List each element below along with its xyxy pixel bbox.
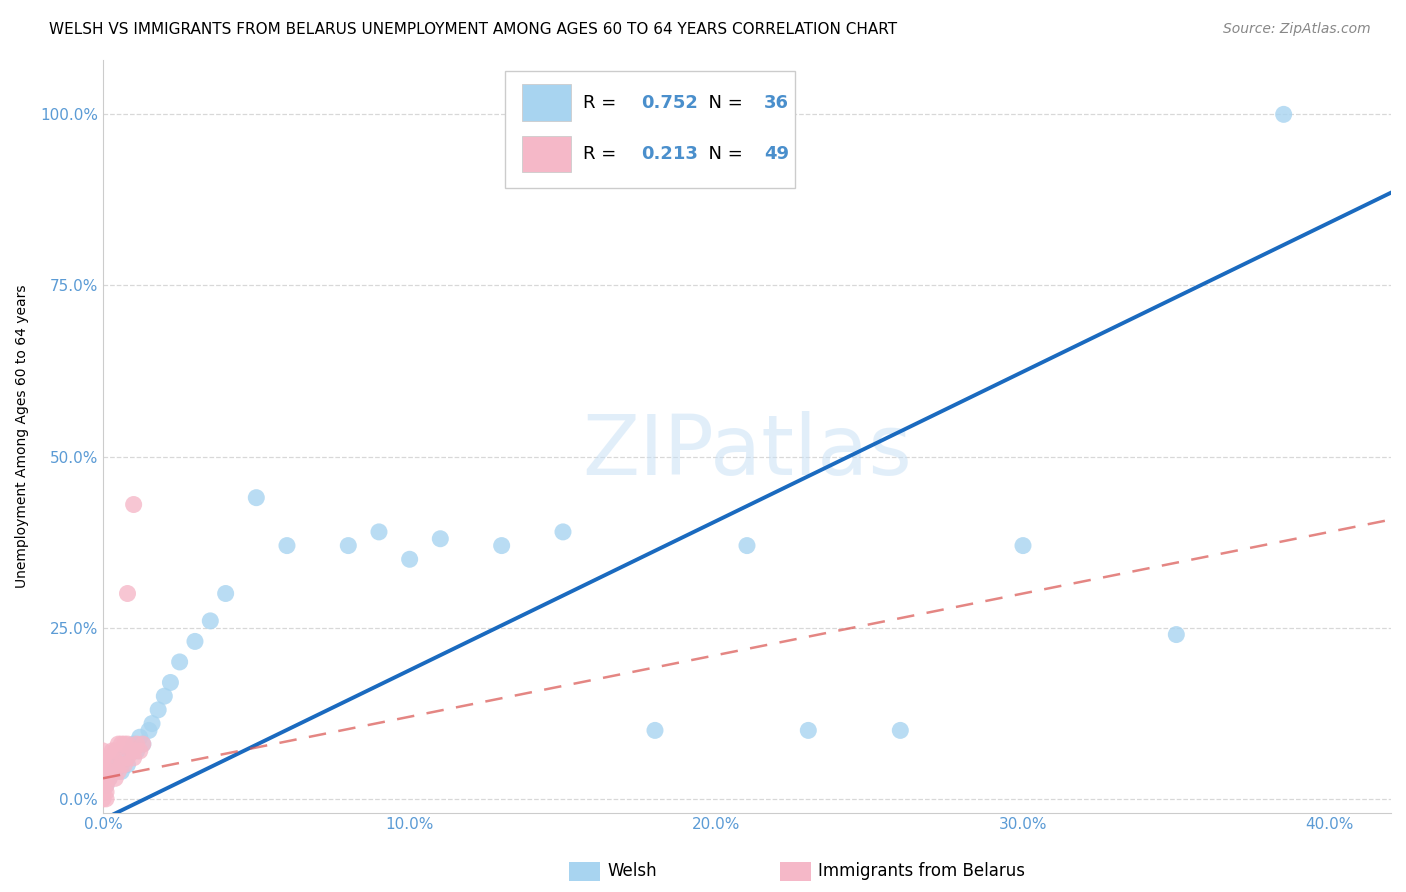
Point — [114, 757, 136, 772]
Point — [245, 491, 267, 505]
Point — [94, 778, 117, 792]
Point — [200, 614, 222, 628]
Point — [132, 737, 155, 751]
Text: 36: 36 — [763, 94, 789, 112]
Point — [368, 524, 391, 539]
Point — [101, 757, 124, 772]
Point — [153, 689, 176, 703]
Point — [141, 716, 163, 731]
Point — [120, 744, 142, 758]
Point — [98, 764, 121, 779]
Point — [98, 772, 121, 786]
Point — [128, 744, 150, 758]
Text: 49: 49 — [763, 145, 789, 162]
Text: 0.213: 0.213 — [641, 145, 699, 162]
Point — [644, 723, 666, 738]
Point — [91, 744, 114, 758]
Point — [94, 778, 117, 792]
Point — [735, 539, 758, 553]
Point — [104, 772, 127, 786]
Text: R =: R = — [583, 94, 623, 112]
Point — [94, 785, 117, 799]
Point — [110, 737, 132, 751]
Point — [107, 737, 129, 751]
Point — [104, 764, 127, 779]
Point — [101, 751, 124, 765]
Text: Immigrants from Belarus: Immigrants from Belarus — [818, 863, 1025, 880]
Point — [429, 532, 451, 546]
Text: N =: N = — [697, 94, 748, 112]
Point — [1012, 539, 1035, 553]
Point — [117, 751, 139, 765]
Point — [138, 723, 160, 738]
Point — [104, 744, 127, 758]
Point — [91, 792, 114, 806]
Point — [169, 655, 191, 669]
Point — [184, 634, 207, 648]
Point — [98, 772, 121, 786]
Point — [91, 778, 114, 792]
Text: Welsh: Welsh — [607, 863, 657, 880]
Point — [122, 737, 145, 751]
Text: N =: N = — [697, 145, 748, 162]
Text: 0.752: 0.752 — [641, 94, 699, 112]
Point — [107, 757, 129, 772]
Point — [117, 757, 139, 772]
Text: ZIPatlas: ZIPatlas — [582, 410, 912, 491]
Point — [91, 772, 114, 786]
Point — [91, 764, 114, 779]
Point — [101, 744, 124, 758]
FancyBboxPatch shape — [522, 136, 571, 172]
Text: R =: R = — [583, 145, 623, 162]
Point — [122, 744, 145, 758]
FancyBboxPatch shape — [522, 85, 571, 120]
Point — [91, 785, 114, 799]
Point — [110, 757, 132, 772]
Point — [398, 552, 420, 566]
Point — [122, 498, 145, 512]
Point — [889, 723, 911, 738]
Point — [132, 737, 155, 751]
Point — [159, 675, 181, 690]
Point — [91, 757, 114, 772]
Point — [122, 751, 145, 765]
Point — [114, 737, 136, 751]
Point — [120, 744, 142, 758]
Text: WELSH VS IMMIGRANTS FROM BELARUS UNEMPLOYMENT AMONG AGES 60 TO 64 YEARS CORRELAT: WELSH VS IMMIGRANTS FROM BELARUS UNEMPLO… — [49, 22, 897, 37]
Point — [114, 751, 136, 765]
Point — [1272, 107, 1295, 121]
Point — [491, 539, 513, 553]
Point — [125, 744, 148, 758]
Point — [117, 737, 139, 751]
Point — [128, 731, 150, 745]
Point — [146, 703, 169, 717]
Point — [125, 737, 148, 751]
Point — [1166, 627, 1188, 641]
Point — [797, 723, 820, 738]
Point — [94, 792, 117, 806]
FancyBboxPatch shape — [505, 70, 794, 188]
Point — [117, 586, 139, 600]
Point — [551, 524, 574, 539]
Point — [110, 764, 132, 779]
Point — [91, 751, 114, 765]
Y-axis label: Unemployment Among Ages 60 to 64 years: Unemployment Among Ages 60 to 64 years — [15, 285, 30, 588]
Point — [214, 586, 236, 600]
Point — [337, 539, 360, 553]
Text: Source: ZipAtlas.com: Source: ZipAtlas.com — [1223, 22, 1371, 37]
Point — [107, 764, 129, 779]
Point — [276, 539, 298, 553]
